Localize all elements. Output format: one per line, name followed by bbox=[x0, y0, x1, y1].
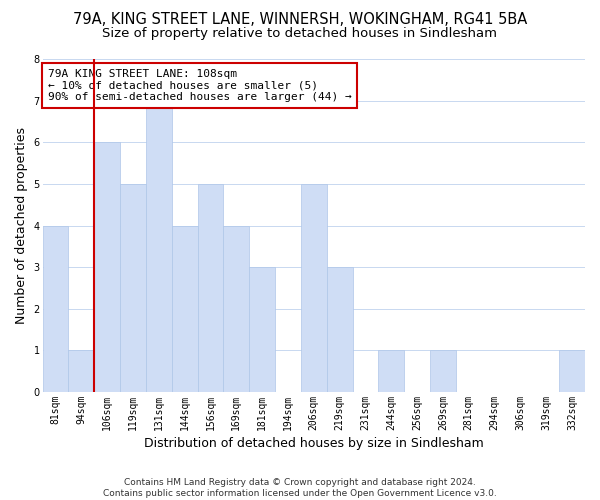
Bar bbox=[327, 267, 353, 392]
Text: 79A, KING STREET LANE, WINNERSH, WOKINGHAM, RG41 5BA: 79A, KING STREET LANE, WINNERSH, WOKINGH… bbox=[73, 12, 527, 28]
Text: 79A KING STREET LANE: 108sqm
← 10% of detached houses are smaller (5)
90% of sem: 79A KING STREET LANE: 108sqm ← 10% of de… bbox=[48, 69, 352, 102]
Bar bbox=[197, 184, 223, 392]
Bar bbox=[68, 350, 94, 392]
Y-axis label: Number of detached properties: Number of detached properties bbox=[15, 127, 28, 324]
Text: Size of property relative to detached houses in Sindlesham: Size of property relative to detached ho… bbox=[103, 28, 497, 40]
Bar bbox=[430, 350, 456, 392]
Text: Contains HM Land Registry data © Crown copyright and database right 2024.
Contai: Contains HM Land Registry data © Crown c… bbox=[103, 478, 497, 498]
Bar bbox=[301, 184, 327, 392]
Bar bbox=[559, 350, 585, 392]
Bar bbox=[223, 226, 249, 392]
Bar bbox=[249, 267, 275, 392]
Bar bbox=[43, 226, 68, 392]
Bar bbox=[172, 226, 197, 392]
Bar bbox=[146, 100, 172, 392]
Bar bbox=[94, 142, 120, 392]
Bar bbox=[120, 184, 146, 392]
X-axis label: Distribution of detached houses by size in Sindlesham: Distribution of detached houses by size … bbox=[144, 437, 484, 450]
Bar bbox=[379, 350, 404, 392]
